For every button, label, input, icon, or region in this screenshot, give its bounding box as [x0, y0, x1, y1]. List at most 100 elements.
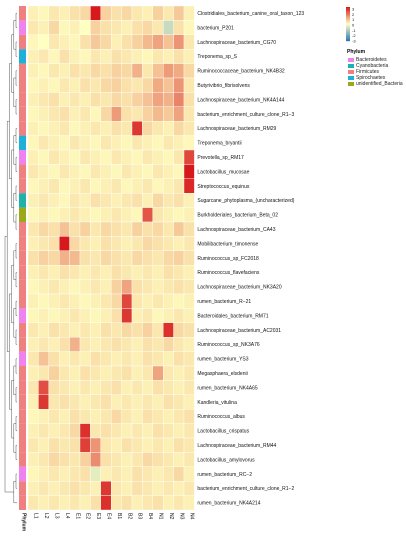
heatmap-cell [59, 236, 70, 251]
heatmap-cell [173, 5, 185, 21]
heatmap-cell [131, 380, 143, 395]
heatmap-cell [27, 236, 39, 251]
heatmap-cell [142, 308, 153, 323]
heatmap-cell [79, 452, 91, 467]
heatmap-cell [152, 164, 164, 179]
heatmap-cell [152, 308, 164, 323]
heatmap-cell [152, 106, 164, 122]
heatmap-cell [152, 34, 164, 50]
heatmap-cell [121, 481, 133, 496]
heatmap-cell [142, 452, 153, 467]
heatmap-cell [90, 221, 102, 237]
phylum-annotation-cell [19, 308, 26, 323]
heatmap-cell [90, 178, 102, 194]
heatmap-cell [38, 437, 50, 453]
heatmap-cell [110, 322, 122, 338]
annotation-label: Phylum [21, 513, 27, 532]
heatmap-cell [142, 337, 153, 352]
heatmap-cell [100, 250, 112, 266]
heatmap-cell [110, 365, 122, 381]
heatmap-cell [59, 495, 70, 511]
heatmap-cell [131, 495, 143, 511]
heatmap-cell [79, 308, 91, 323]
heatmap-cell [152, 265, 164, 280]
phylum-legend-label: Spirochaetes [356, 75, 386, 81]
heatmap-cell [79, 178, 91, 194]
dendrogram-branch [9, 293, 12, 410]
phylum-swatch [348, 58, 354, 62]
heatmap-cell [69, 77, 81, 93]
heatmap-cell [38, 423, 50, 439]
heatmap-cell [90, 293, 102, 309]
heatmap-cell [48, 337, 60, 352]
heatmap-cell [69, 394, 81, 410]
heatmap-cell [183, 437, 195, 453]
heatmap-cell [27, 351, 39, 367]
heatmap-cell [69, 5, 81, 21]
heatmap-cell [27, 437, 39, 453]
heatmap-cell [100, 92, 112, 108]
heatmap-cell [90, 120, 102, 136]
heatmap-cell [48, 63, 60, 79]
heatmap-cell [183, 221, 195, 237]
heatmap-cell [162, 337, 174, 352]
heatmap-cell [38, 351, 50, 367]
heatmap-cell [131, 322, 143, 338]
heatmap-cell [59, 337, 70, 352]
heatmap-cell [162, 293, 174, 309]
heatmap-cell [59, 221, 70, 237]
heatmap-cell [131, 409, 143, 424]
color-scale-step [346, 38, 350, 41]
heatmap-cell [110, 106, 122, 122]
heatmap-cell [183, 380, 195, 395]
heatmap-cell [100, 265, 112, 280]
heatmap-cell [38, 221, 50, 237]
heatmap-cell [131, 452, 143, 467]
heatmap-cell [173, 135, 185, 151]
heatmap-cell [173, 149, 185, 165]
heatmap-cell [79, 481, 91, 496]
heatmap-cell [142, 92, 153, 108]
heatmap-cell [183, 178, 195, 194]
heatmap-cell [162, 452, 174, 467]
row-label: Clostridiales_bacterium_canine_oral_taxo… [197, 11, 304, 17]
heatmap-cell [121, 380, 133, 395]
heatmap-cell [121, 164, 133, 179]
phylum-annotation-cell [19, 438, 26, 453]
heatmap-cell [90, 106, 102, 122]
heatmap-cell [173, 481, 185, 496]
heatmap-cell [69, 337, 81, 352]
heatmap-cell [90, 5, 102, 21]
row-label: bacterium_enrichment_culture_clone_R1−2 [197, 486, 294, 492]
color-scale-step [346, 33, 350, 35]
phylum-annotation-cell [19, 20, 26, 35]
heatmap-cell [131, 5, 143, 21]
heatmap-cell [183, 365, 195, 381]
phylum-annotation-cell [19, 164, 26, 179]
heatmap-cell [27, 34, 39, 50]
dendrogram-branch [15, 416, 17, 432]
heatmap-cell [162, 207, 174, 223]
heatmap-cell [110, 149, 122, 165]
column-label: L4 [64, 513, 70, 519]
color-scale-step [346, 25, 350, 27]
heatmap-cell [142, 265, 153, 280]
heatmap-cell [183, 452, 195, 467]
heatmap-cell [38, 77, 50, 93]
color-scale-step [346, 18, 350, 20]
heatmap-cell [183, 308, 195, 323]
heatmap-cell [90, 279, 102, 295]
color-scale-step [346, 39, 350, 42]
heatmap-cell [100, 394, 112, 410]
heatmap-cell [162, 221, 174, 237]
heatmap-cell [183, 120, 195, 136]
heatmap-cell [142, 495, 153, 511]
heatmap-cell [79, 192, 91, 208]
heatmap-cell [152, 192, 164, 208]
color-scale-tick: 1 [352, 17, 355, 22]
column-label: E1 [74, 513, 80, 519]
phylum-annotation-cell [19, 294, 26, 309]
heatmap-cell [48, 365, 60, 381]
heatmap-cell [142, 409, 153, 424]
heatmap-cell [59, 351, 70, 367]
